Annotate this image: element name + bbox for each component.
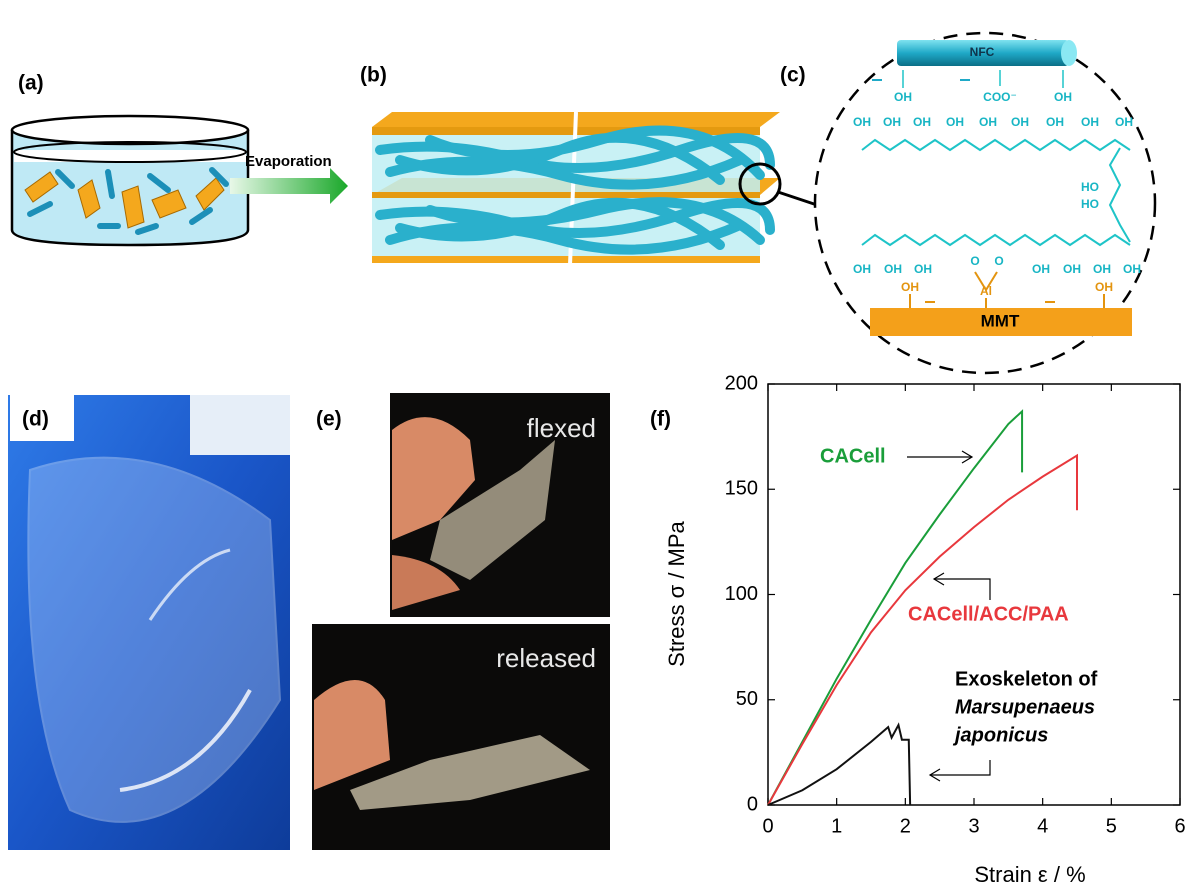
- chem-label: OH: [1032, 262, 1050, 276]
- arrow-text: Evaporation: [245, 153, 332, 170]
- y-tick-label: 200: [725, 372, 758, 394]
- panel-label: (b): [360, 64, 387, 87]
- chem-label: OH: [1081, 115, 1099, 129]
- chem-label: OH: [1123, 262, 1141, 276]
- chem-label: OH: [853, 262, 871, 276]
- panel-label: (e): [316, 408, 342, 431]
- x-tick-label: 1: [831, 815, 842, 837]
- x-axis-label: Strain ε / %: [974, 862, 1085, 887]
- chem-label: OH: [1115, 115, 1133, 129]
- x-tick-label: 5: [1106, 815, 1117, 837]
- x-tick-label: 6: [1174, 815, 1185, 837]
- x-tick-label: 3: [968, 815, 979, 837]
- chem-label: OH: [894, 90, 912, 104]
- photo-glove: [8, 395, 290, 850]
- annotation: CACell/ACC/PAA: [908, 603, 1069, 625]
- chem-label: OH: [853, 115, 871, 129]
- chem-label: HO: [1081, 180, 1099, 194]
- petri-dish: [12, 116, 248, 245]
- y-tick-label: 0: [747, 793, 758, 815]
- annotation: Marsupenaeus: [955, 696, 1095, 718]
- y-tick-label: 150: [725, 478, 758, 500]
- chem-label: OH: [884, 262, 902, 276]
- x-tick-label: 4: [1037, 815, 1048, 837]
- photo-caption: flexed: [527, 413, 596, 443]
- chem-label: O: [994, 254, 1003, 268]
- chem-label: O: [970, 254, 979, 268]
- x-tick-label: 0: [762, 815, 773, 837]
- chem-label: OH: [1011, 115, 1029, 129]
- chem-label: OH: [914, 262, 932, 276]
- stress-strain-chart: 0 1 2 3 4 5 6 0 50 100 150 200 Strain ε / % Stress σ …: [664, 372, 1186, 887]
- chem-label: OH: [913, 115, 931, 129]
- chem-label: OH: [883, 115, 901, 129]
- series-line: [768, 456, 1077, 805]
- chem-label: OH: [1046, 115, 1064, 129]
- chem-label: HO: [1081, 197, 1099, 211]
- panel-label: (c): [780, 64, 806, 87]
- chem-label: OH: [1093, 262, 1111, 276]
- figure: (a) Evaporation (b): [0, 0, 1191, 894]
- chem-label: OH: [979, 115, 997, 129]
- y-tick-label: 100: [725, 583, 758, 605]
- annotation: Exoskeleton of: [955, 668, 1098, 690]
- annotation: japonicus: [952, 724, 1048, 746]
- y-tick-label: 50: [736, 688, 758, 710]
- panel-label: (a): [18, 72, 44, 95]
- chem-label: COO⁻: [983, 90, 1017, 104]
- chem-label: OH: [1095, 280, 1113, 294]
- x-tick-label: 2: [900, 815, 911, 837]
- chem-label: Al: [980, 284, 992, 298]
- photo-caption: released: [496, 643, 596, 673]
- panel-label: (d): [22, 408, 49, 431]
- layered-film: [372, 112, 832, 265]
- chem-label: NFC: [970, 45, 995, 59]
- panel-label: (f): [650, 408, 671, 431]
- y-axis-label: Stress σ / MPa: [664, 520, 689, 666]
- annotation: CACell: [820, 445, 886, 467]
- chem-label: OH: [901, 280, 919, 294]
- chem-label: MMT: [981, 311, 1020, 330]
- chem-label: OH: [1054, 90, 1072, 104]
- chem-label: OH: [946, 115, 964, 129]
- chem-label: OH: [1063, 262, 1081, 276]
